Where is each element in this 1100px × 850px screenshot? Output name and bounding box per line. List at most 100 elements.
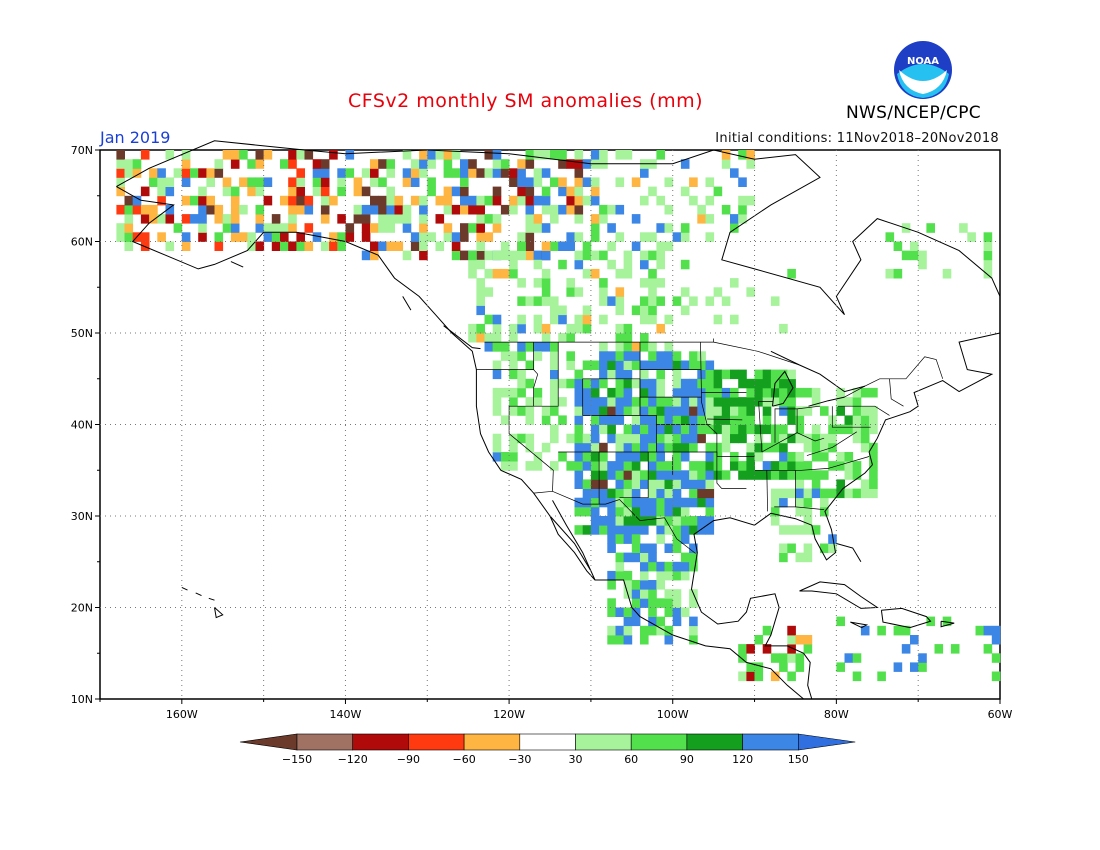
anomaly-cell: [460, 223, 469, 233]
anomaly-cell: [631, 616, 641, 627]
anomaly-cell: [640, 415, 649, 425]
anomaly-cell: [492, 214, 502, 224]
anomaly-cell: [910, 250, 919, 261]
anomaly-cell: [656, 580, 665, 590]
colorbar-label: −30: [508, 753, 531, 766]
anomaly-cell: [640, 561, 649, 572]
anomaly-cell: [689, 470, 698, 480]
anomaly-cell: [787, 470, 796, 480]
anomaly-cell: [689, 442, 698, 453]
anomaly-cell: [582, 406, 592, 416]
anomaly-cell: [680, 534, 690, 544]
anomaly-cell: [680, 223, 690, 233]
anomaly-cell: [550, 296, 559, 306]
anomaly-cell: [574, 525, 584, 535]
anomaly-cell: [713, 314, 723, 325]
anomaly-cell: [509, 369, 518, 380]
anomaly-cell: [623, 570, 633, 581]
anomaly-cell: [640, 635, 649, 645]
anomaly-cell: [942, 616, 952, 627]
anomaly-cell: [181, 195, 191, 206]
anomaly-cell: [648, 497, 657, 508]
anomaly-cell: [599, 314, 608, 325]
anomaly-cell: [550, 433, 559, 444]
anomaly-cell: [869, 442, 878, 453]
anomaly-cell: [656, 351, 665, 361]
anomaly-cell: [574, 168, 584, 178]
anomaly-cell: [492, 397, 502, 407]
anomaly-cell: [124, 159, 134, 169]
anomaly-cell: [893, 241, 903, 251]
anomaly-cell: [730, 406, 739, 416]
anomaly-cell: [337, 214, 346, 224]
anomaly-cell: [648, 406, 657, 416]
anomaly-cell: [672, 232, 682, 242]
anomaly-cell: [779, 369, 788, 380]
anomaly-cell: [263, 232, 273, 242]
anomaly-cell: [877, 625, 886, 636]
anomaly-cell: [787, 644, 796, 654]
anomaly-cell: [533, 195, 543, 206]
anomaly-cell: [590, 415, 600, 425]
anomaly-cell: [460, 250, 469, 261]
anomaly-cell: [787, 415, 796, 425]
anomaly-cell: [648, 580, 657, 590]
anomaly-cell: [656, 250, 665, 261]
anomaly-cell: [140, 186, 150, 197]
anomaly-cell: [550, 369, 559, 380]
anomaly-cell: [631, 241, 641, 251]
state-border: [761, 432, 825, 453]
anomaly-cell: [689, 616, 698, 627]
anomaly-cell: [574, 397, 584, 407]
anomaly-cell: [820, 543, 829, 553]
anomaly-cell: [476, 195, 485, 206]
anomaly-cell: [566, 186, 575, 197]
anomaly-cell: [378, 214, 387, 224]
anomaly-cell: [664, 525, 674, 535]
anomaly-cell: [787, 268, 796, 279]
anomaly-cell: [869, 424, 878, 435]
anomaly-cell: [394, 241, 404, 251]
anomaly-cell: [754, 387, 764, 398]
anomaly-cell: [500, 159, 510, 169]
anomaly-cell: [255, 159, 265, 169]
anomaly-cell: [566, 232, 575, 242]
anomaly-cell: [607, 241, 616, 251]
anomaly-cell: [672, 424, 682, 435]
anomaly-cell: [623, 378, 633, 389]
anomaly-cell: [615, 470, 625, 480]
anomaly-cell: [476, 232, 485, 242]
anomaly-cell: [468, 250, 477, 261]
anomaly-cell: [329, 232, 338, 242]
anomaly-cell: [288, 150, 297, 160]
anomaly-cell: [615, 497, 625, 508]
anomaly-cell: [640, 378, 649, 389]
anomaly-cell: [664, 607, 674, 617]
anomaly-cell: [345, 232, 355, 242]
anomaly-cell: [656, 534, 665, 544]
colorbar-swatch: [296, 733, 354, 751]
anomaly-cell: [255, 214, 265, 224]
anomaly-cell: [615, 433, 625, 444]
colorbar-swatch: [742, 733, 799, 751]
anomaly-cell: [648, 314, 657, 325]
anomaly-cell: [525, 159, 535, 169]
anomaly-cell: [550, 351, 559, 361]
agency-label: NWS/NCEP/CPC: [846, 103, 981, 123]
anomaly-cell: [500, 268, 510, 279]
anomaly-cell: [770, 397, 780, 407]
anomaly-cell: [157, 214, 166, 224]
anomaly-cell: [631, 360, 641, 370]
colorbar-label: 150: [788, 753, 809, 766]
anomaly-cell: [550, 397, 559, 407]
anomaly-cell: [214, 204, 224, 215]
anomaly-cell: [500, 461, 510, 471]
anomaly-cell: [689, 397, 698, 407]
anomaly-cell: [623, 616, 633, 627]
anomaly-cell: [779, 653, 788, 663]
anomaly-cell: [680, 607, 690, 617]
anomaly-cell: [623, 323, 633, 334]
anomaly-cell: [828, 424, 837, 435]
anomaly-cell: [787, 433, 796, 444]
anomaly-cell: [492, 150, 502, 160]
